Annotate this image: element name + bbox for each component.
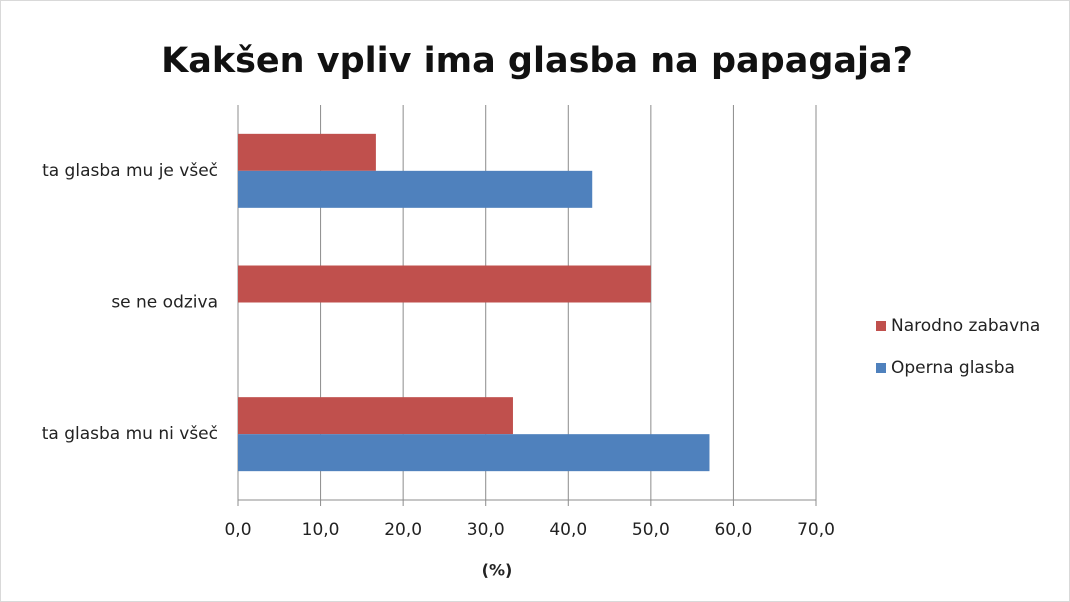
chart-title: Kakšen vpliv ima glasba na papagaja? [161,41,913,81]
bar [238,397,513,435]
bar [238,133,376,171]
legend-label: Operna glasba [891,358,1015,378]
x-tick-label: 0,0 [224,520,251,540]
legend-swatch [876,321,886,331]
x-tick-label: 70,0 [797,520,835,540]
x-tick-label: 60,0 [714,520,752,540]
x-tick-label: 30,0 [467,520,505,540]
legend-label: Narodno zabavna [891,316,1040,336]
x-tick-label: 10,0 [302,520,340,540]
x-axis-label: (%) [482,561,513,580]
y-tick-label: se ne odziva [111,293,218,313]
bar [238,434,710,472]
bar [238,265,651,303]
x-tick-label: 50,0 [632,520,670,540]
x-tick-label: 20,0 [384,520,422,540]
x-tick-label: 40,0 [549,520,587,540]
bar [238,170,593,208]
y-tick-label: ta glasba mu je všeč [42,161,218,181]
y-tick-label: ta glasba mu ni všeč [42,424,218,444]
legend-swatch [876,363,886,373]
